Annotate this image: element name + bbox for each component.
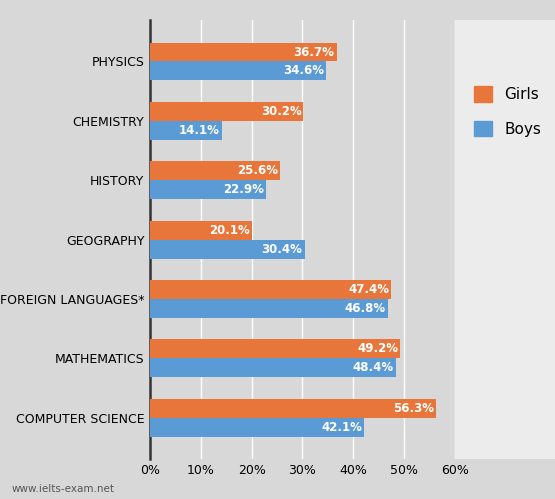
- Bar: [150, 102, 304, 121]
- Text: 48.4%: 48.4%: [353, 361, 394, 374]
- Legend: Girls, Boys: Girls, Boys: [468, 80, 547, 143]
- Text: 46.8%: 46.8%: [345, 302, 386, 315]
- Text: 22.9%: 22.9%: [224, 183, 264, 196]
- Bar: [150, 221, 252, 240]
- Text: 42.1%: 42.1%: [321, 421, 362, 434]
- Bar: [150, 418, 364, 437]
- Bar: [150, 42, 336, 61]
- Bar: [150, 358, 396, 377]
- Bar: [150, 299, 388, 318]
- Bar: [150, 240, 305, 258]
- Text: 36.7%: 36.7%: [294, 45, 335, 58]
- Text: 56.3%: 56.3%: [393, 402, 434, 415]
- Text: 30.2%: 30.2%: [261, 105, 301, 118]
- Text: 47.4%: 47.4%: [348, 283, 389, 296]
- Text: 49.2%: 49.2%: [357, 342, 398, 355]
- Text: 20.1%: 20.1%: [209, 224, 250, 237]
- Bar: [150, 180, 266, 199]
- Text: 34.6%: 34.6%: [283, 64, 324, 77]
- Text: www.ielts-exam.net: www.ielts-exam.net: [11, 484, 114, 494]
- Bar: [150, 399, 436, 418]
- Bar: [150, 280, 391, 299]
- Text: 30.4%: 30.4%: [261, 243, 302, 255]
- Bar: [150, 121, 221, 140]
- Text: 25.6%: 25.6%: [237, 164, 278, 177]
- Text: 14.1%: 14.1%: [179, 124, 220, 137]
- Bar: [150, 61, 326, 80]
- Bar: [150, 339, 400, 358]
- Bar: [150, 161, 280, 180]
